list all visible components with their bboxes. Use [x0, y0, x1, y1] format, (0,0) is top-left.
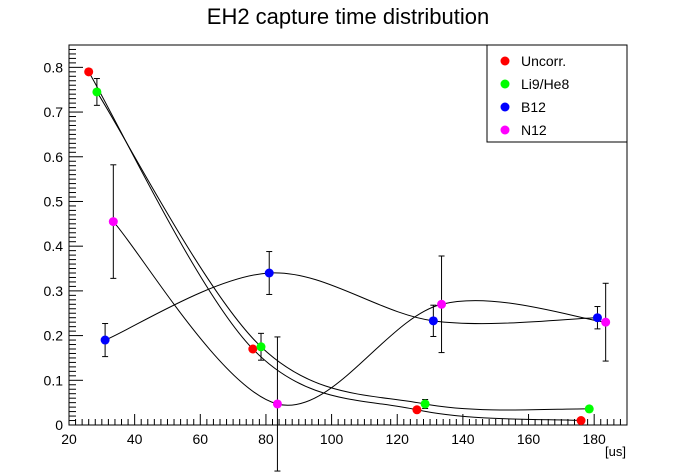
chart-title: EH2 capture time distribution [207, 4, 489, 29]
data-point [108, 217, 118, 227]
x-tick-label: 80 [258, 431, 274, 447]
legend-label: Li9/He8 [521, 76, 569, 92]
y-tick-label: 0.2 [44, 328, 64, 344]
x-tick-label: 160 [517, 431, 541, 447]
data-point [256, 342, 266, 352]
x-tick-label: 60 [193, 431, 209, 447]
data-point [92, 87, 102, 97]
x-tick-label: 100 [320, 431, 344, 447]
y-tick-label: 0.3 [44, 283, 64, 299]
x-tick-label: 40 [127, 431, 143, 447]
data-point [420, 399, 430, 409]
y-tick-label: 0.5 [44, 193, 64, 209]
y-tick-label: 0.8 [44, 59, 64, 75]
legend-marker [500, 125, 510, 135]
data-point [248, 344, 258, 354]
data-point [576, 416, 586, 426]
legend-label: B12 [521, 99, 546, 115]
fit-curve [88, 71, 582, 422]
x-axis: 20 40 60 80 100 120 140 160 180 [61, 414, 628, 447]
x-tick-label: 180 [582, 431, 606, 447]
fit-curve [112, 221, 606, 406]
legend-box [486, 44, 628, 143]
data-point [100, 335, 110, 345]
data-point [264, 268, 274, 278]
data-point [84, 67, 94, 77]
x-tick-label: 120 [386, 431, 410, 447]
data-point [428, 316, 438, 326]
y-tick-label: 0.4 [44, 238, 64, 254]
legend-marker [500, 79, 510, 89]
legend-marker [500, 102, 510, 112]
data-point [592, 313, 602, 323]
x-axis-label: [us] [605, 444, 626, 459]
x-tick-label: 140 [451, 431, 475, 447]
data-point [272, 399, 282, 409]
y-tick-label: 0.6 [44, 149, 64, 165]
data-markers [84, 67, 611, 426]
fit-curve [104, 272, 598, 341]
legend-label: Uncorr. [521, 53, 566, 69]
y-tick-label: 0.1 [44, 372, 64, 388]
fit-curves [88, 71, 606, 422]
data-point [601, 317, 611, 327]
legend: Uncorr. Li9/He8 B12 N12 [486, 44, 628, 143]
fit-curve [96, 91, 590, 411]
y-tick-label: 0.7 [44, 104, 64, 120]
y-tick-label: 0 [55, 417, 63, 433]
legend-label: N12 [521, 122, 547, 138]
plot-frame [68, 44, 628, 426]
legend-marker [500, 56, 510, 66]
y-axis: 0 0.1 0.2 0.3 0.4 0.5 0.6 0.7 0.8 [44, 48, 83, 433]
data-point [437, 299, 447, 309]
x-tick-label: 20 [61, 431, 77, 447]
data-point [412, 405, 422, 415]
data-point [584, 404, 594, 414]
